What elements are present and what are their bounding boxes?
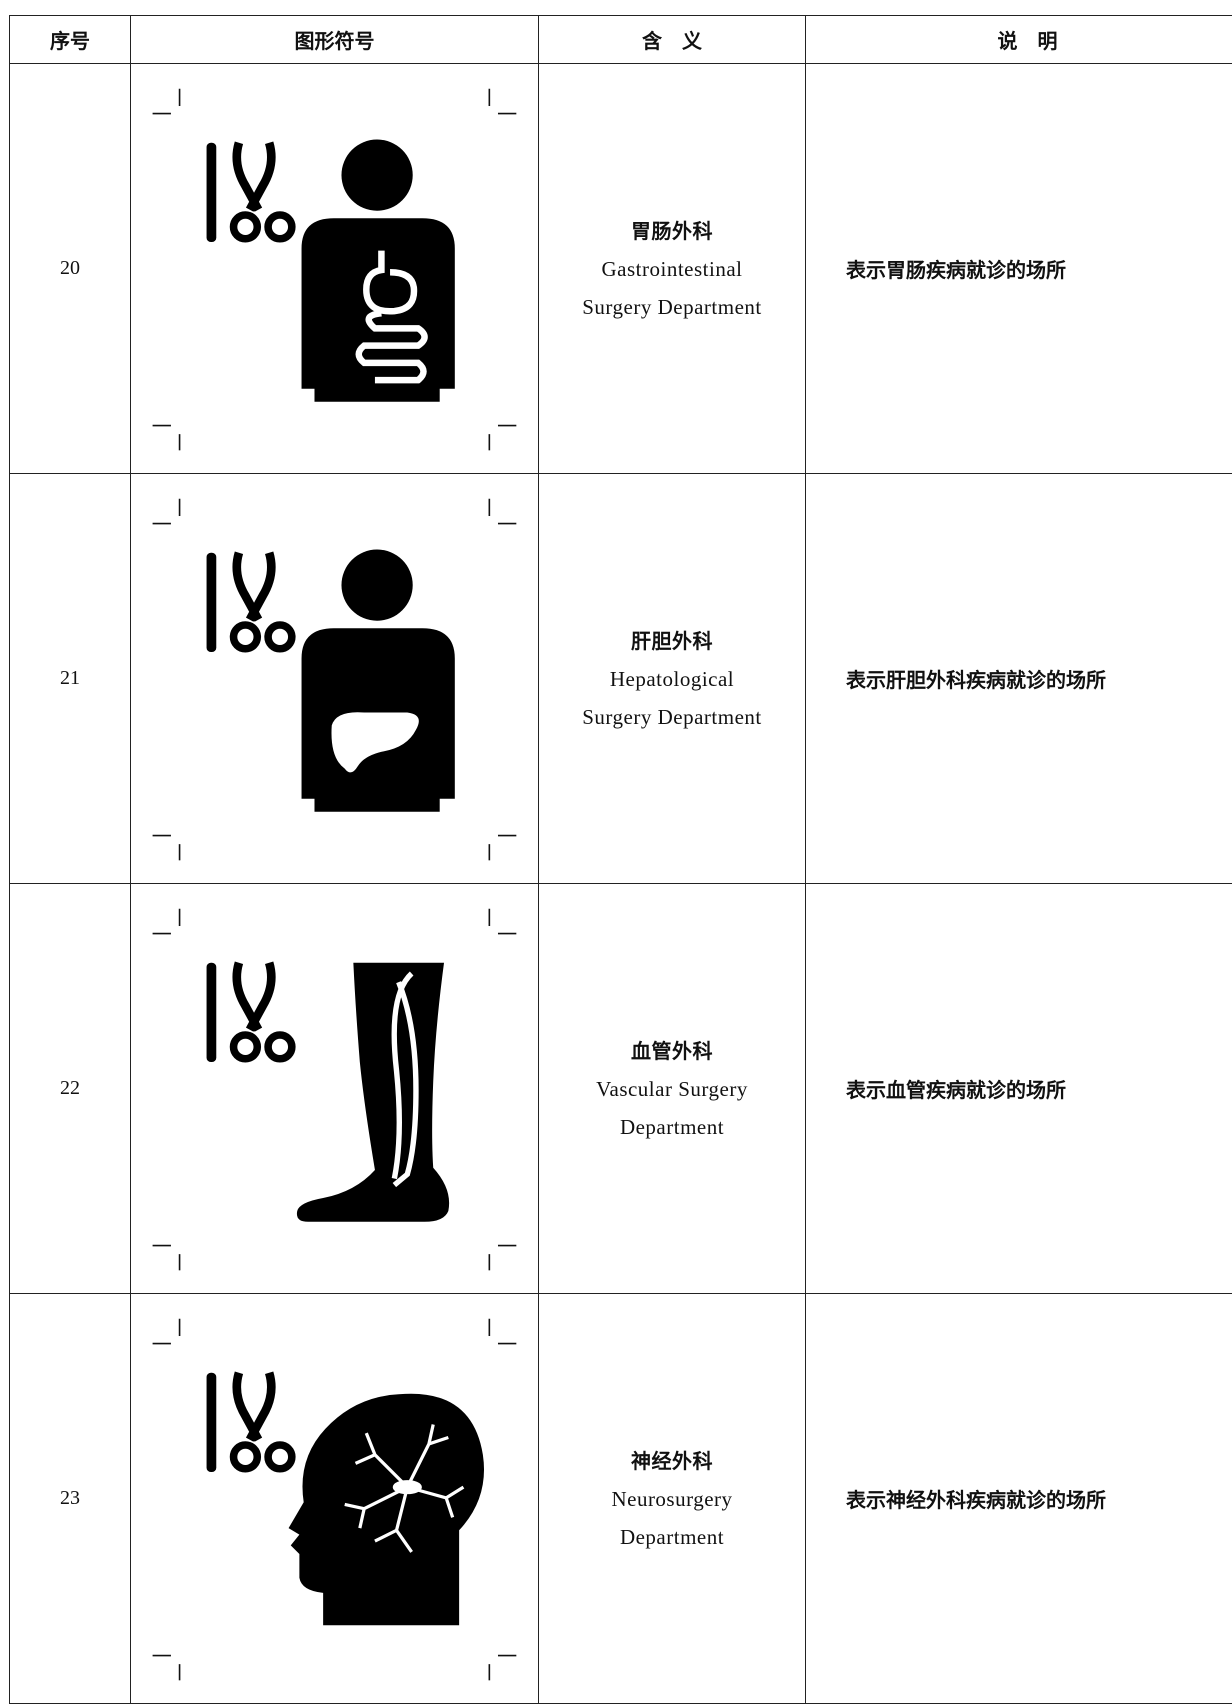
meaning-zh: 神经外科 bbox=[539, 1442, 805, 1480]
table-row: 21 肝胆外科 Hepatological Surgery Department… bbox=[10, 474, 1232, 884]
neuro-icon bbox=[131, 1295, 539, 1703]
header-cell: 含 义 bbox=[539, 16, 806, 64]
description: 表示肝胆外科疾病就诊的场所 bbox=[806, 474, 1232, 884]
meaning-en: Department bbox=[539, 1518, 805, 1556]
symbol bbox=[131, 64, 539, 474]
header-cell: 序号 bbox=[10, 16, 131, 64]
symbol bbox=[131, 884, 539, 1294]
table-row: 23 神经外科 Neurosurgery Department 表示神经外科疾病… bbox=[10, 1294, 1232, 1704]
meaning-en: Neurosurgery bbox=[539, 1480, 805, 1518]
number: 22 bbox=[10, 884, 131, 1294]
description: 表示血管疾病就诊的场所 bbox=[806, 884, 1232, 1294]
symbol bbox=[131, 474, 539, 884]
table-row: 22 血管外科 Vascular Surgery Department 表示血管… bbox=[10, 884, 1232, 1294]
meaning: 肝胆外科 Hepatological Surgery Department bbox=[539, 474, 806, 884]
gastro-icon bbox=[131, 65, 539, 473]
meaning: 胃肠外科 Gastrointestinal Surgery Department bbox=[539, 64, 806, 474]
vascular-icon bbox=[131, 885, 539, 1293]
symbol-table: 序号 图形符号 含 义 说 明 20 胃肠外科 Gastrointestinal… bbox=[9, 15, 1232, 1704]
table-row: 20 胃肠外科 Gastrointestinal Surgery Departm… bbox=[10, 64, 1232, 474]
symbol bbox=[131, 1294, 539, 1704]
meaning-zh: 血管外科 bbox=[539, 1032, 805, 1070]
number: 20 bbox=[10, 64, 131, 474]
meaning-en: Hepatological bbox=[539, 660, 805, 698]
header-cell: 说 明 bbox=[806, 16, 1232, 64]
number: 21 bbox=[10, 474, 131, 884]
meaning-zh: 胃肠外科 bbox=[539, 212, 805, 250]
description: 表示神经外科疾病就诊的场所 bbox=[806, 1294, 1232, 1704]
description: 表示胃肠疾病就诊的场所 bbox=[806, 64, 1232, 474]
meaning: 血管外科 Vascular Surgery Department bbox=[539, 884, 806, 1294]
liver-icon bbox=[131, 475, 539, 883]
meaning-en: Gastrointestinal bbox=[539, 250, 805, 288]
meaning-zh: 肝胆外科 bbox=[539, 622, 805, 660]
header-row: 序号 图形符号 含 义 说 明 bbox=[10, 16, 1232, 64]
meaning: 神经外科 Neurosurgery Department bbox=[539, 1294, 806, 1704]
meaning-en: Vascular Surgery bbox=[539, 1070, 805, 1108]
number: 23 bbox=[10, 1294, 131, 1704]
meaning-en: Surgery Department bbox=[539, 698, 805, 736]
meaning-en: Surgery Department bbox=[539, 288, 805, 326]
header-cell: 图形符号 bbox=[131, 16, 539, 64]
meaning-en: Department bbox=[539, 1108, 805, 1146]
